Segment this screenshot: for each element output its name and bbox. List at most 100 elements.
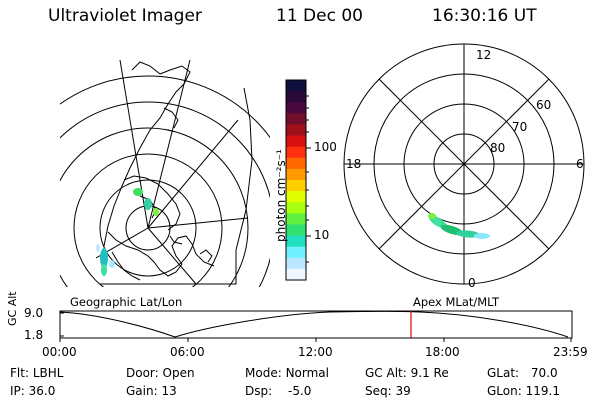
coastline [199, 249, 213, 263]
altitude-x-tick-label: 12:00 [298, 345, 333, 359]
observation-date: 11 Dec 00 [276, 6, 363, 26]
mlat-label-70: 70 [512, 120, 528, 134]
longitude-line [147, 217, 249, 229]
colorbar-unit-label: photon cm⁻²s⁻¹ [274, 149, 288, 242]
latitude-circle [60, 75, 270, 139]
longitude-line [147, 119, 239, 229]
map-limb [100, 87, 253, 285]
mlat-label-60: 60 [536, 98, 552, 112]
colorbar-segment [286, 91, 306, 103]
latitude-circle [73, 153, 223, 287]
colorbar-segment [286, 191, 306, 203]
altitude-x-tick-label: 23:59 [553, 345, 588, 359]
gcalt-row: GC Alt: 9.1 Re [365, 366, 449, 380]
ip-value: 36.0 [28, 384, 56, 398]
colorbar-segment [286, 202, 306, 214]
altitude-y-tick-label: 9.0 [24, 306, 44, 320]
filter-value: LBHL [32, 366, 64, 380]
colorbar-segment [286, 268, 306, 281]
seq-row: Seq: 39 [365, 384, 411, 398]
colorbar-segment [286, 124, 306, 137]
dsp-row: Dsp: -5.0 [245, 384, 311, 398]
longitude-line [147, 59, 191, 229]
mode-row: Mode: Normal [245, 366, 329, 380]
colorbar-segment [286, 135, 306, 148]
colorbar-segment [286, 180, 306, 192]
coastline [107, 231, 215, 277]
aurora-emission [96, 188, 159, 276]
colorbar-segment [286, 257, 306, 270]
mode-value: Normal [285, 366, 329, 380]
colorbar-gradient [286, 80, 306, 281]
seq-value: 39 [395, 384, 411, 398]
coastline [169, 235, 183, 245]
geographic-map [60, 59, 270, 287]
gain-value: 13 [161, 384, 177, 398]
colorbar-segment [286, 102, 306, 114]
glon-value: 119.1 [525, 384, 560, 398]
gcalt-label: GC Alt: [365, 366, 407, 380]
door-row: Door: Open [126, 366, 195, 380]
ip-row: IP: 36.0 [10, 384, 55, 398]
filter-row: Flt: LBHL [10, 366, 63, 380]
altitude-plot-frame [59, 310, 573, 339]
coastline [111, 251, 141, 281]
coastline [163, 107, 179, 129]
colorbar-segment [286, 113, 306, 126]
polar-plot [343, 43, 585, 285]
colorbar-label-10: 10 [314, 228, 330, 242]
observation-time: 16:30:16 UT [432, 6, 537, 26]
colorbar-label-100: 100 [314, 140, 337, 154]
colorbar-segment [286, 246, 306, 259]
colorbar-segment [286, 168, 306, 181]
ip-label: IP: [10, 384, 25, 398]
filter-label: Flt: [10, 366, 29, 380]
apex-caption: Apex MLat/MLT [413, 295, 500, 309]
instrument-title: Ultraviolet Imager [48, 6, 202, 26]
mlat-label-80: 80 [490, 141, 506, 155]
altitude-curve [59, 310, 569, 338]
latitude-circle [60, 101, 270, 287]
glat-label: GLat: [487, 366, 520, 380]
colorbar-segment [286, 80, 306, 92]
altitude-x-tick-label: 18:00 [425, 345, 460, 359]
seq-label: Seq: [365, 384, 392, 398]
glon-label: GLon: [487, 384, 522, 398]
altitude-y-tick-label: 1.8 [24, 328, 44, 342]
colorbar-segment [286, 224, 306, 237]
geographic-caption: Geographic Lat/Lon [70, 295, 183, 309]
polar-aurora-emission [428, 213, 490, 239]
glat-row: GLat: 70.0 [487, 366, 558, 380]
colorbar-segment [286, 213, 306, 226]
altitude-x-tick-label: 06:00 [170, 345, 205, 359]
coastline [103, 61, 191, 247]
colorbar-segment [286, 157, 306, 170]
glat-value: 70.0 [530, 366, 558, 380]
mlt-label-18: 18 [346, 157, 362, 171]
gain-row: Gain: 13 [126, 384, 177, 398]
mlt-label-12: 12 [476, 48, 492, 62]
colorbar-segment [286, 146, 306, 159]
mlt-label-0: 0 [468, 276, 476, 290]
mlt-line [378, 78, 550, 250]
altitude-plot [59, 310, 573, 342]
door-label: Door: [126, 366, 159, 380]
gain-label: Gain: [126, 384, 158, 398]
dsp-value: -5.0 [287, 384, 312, 398]
mlt-label-6: 6 [576, 157, 584, 171]
colorbar-frame [285, 79, 307, 281]
longitude-line [119, 59, 149, 229]
door-value: Open [162, 366, 195, 380]
colorbar [285, 79, 311, 281]
glon-row: GLon: 119.1 [487, 384, 560, 398]
dsp-label: Dsp: [245, 384, 273, 398]
altitude-y-label: GC Alt [6, 291, 19, 326]
mode-label: Mode: [245, 366, 282, 380]
altitude-x-tick-label: 00:00 [42, 345, 77, 359]
gcalt-value: 9.1 Re [410, 366, 449, 380]
latitude-circle [99, 179, 197, 277]
coastline [123, 175, 181, 231]
colorbar-segment [286, 235, 306, 248]
latitude-circle [60, 127, 249, 287]
